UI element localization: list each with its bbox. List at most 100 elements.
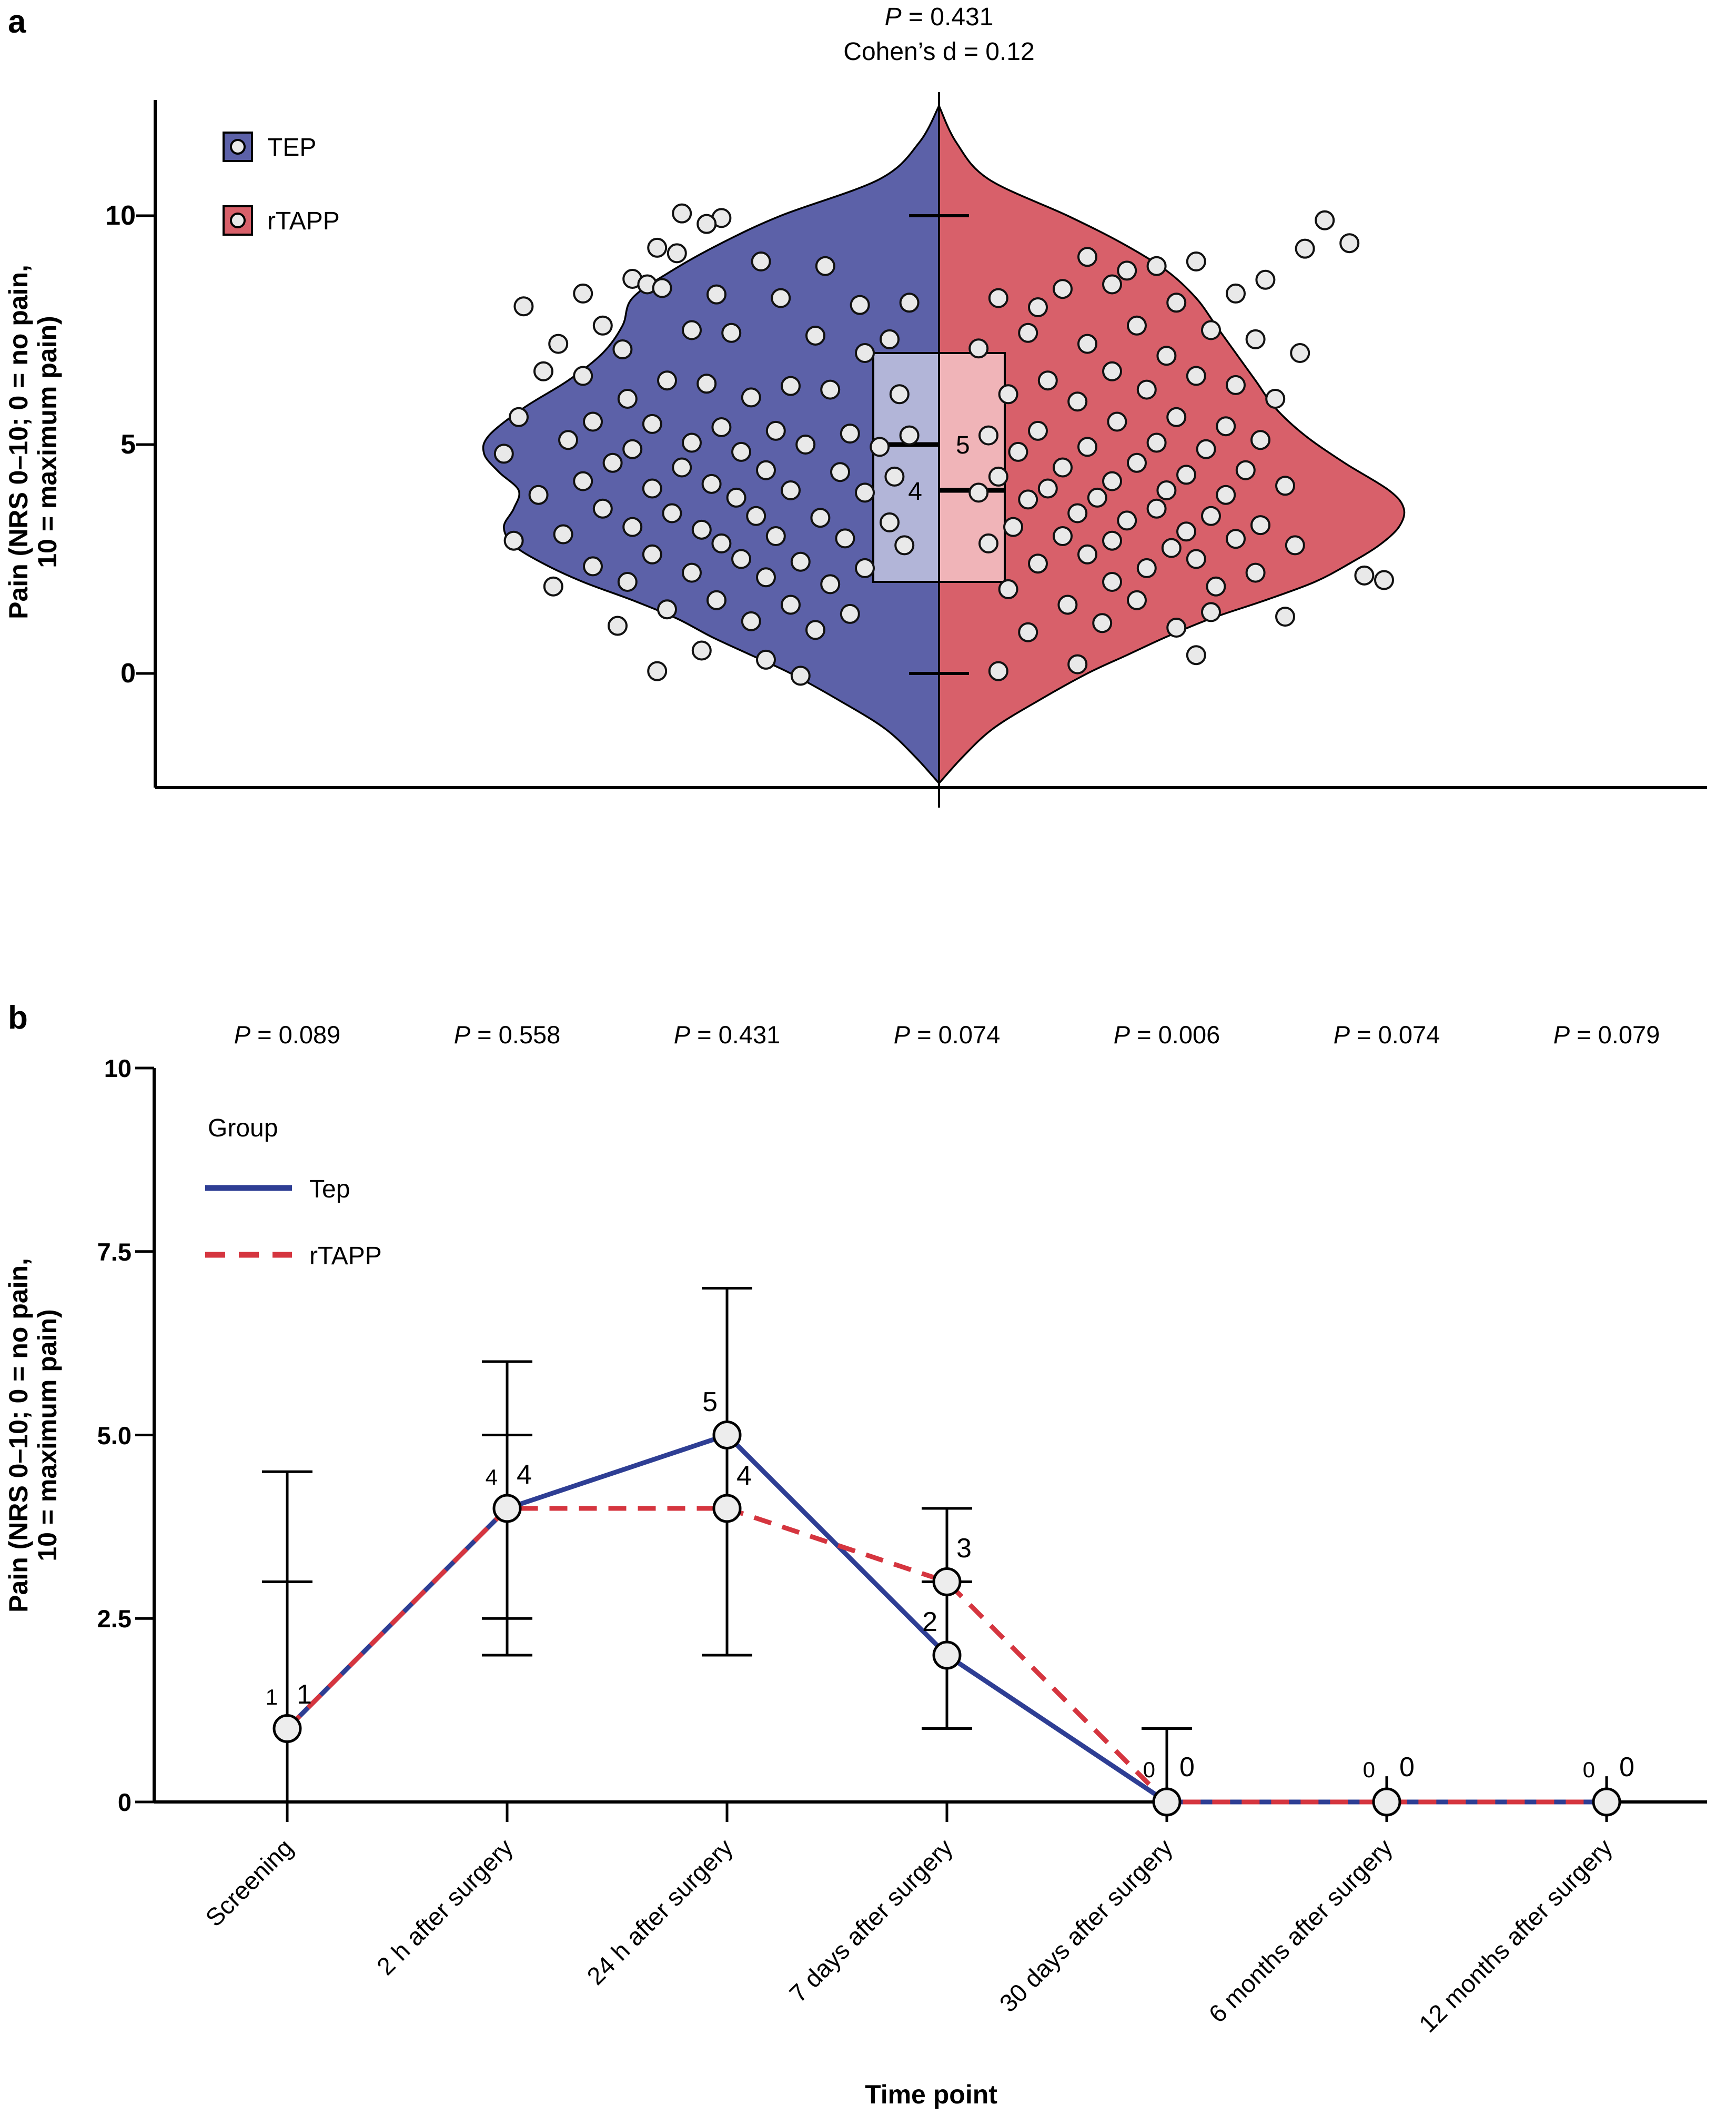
violin-rtapp (938, 105, 1406, 786)
point-label-12m-rtapp: 0 (1583, 1757, 1595, 1782)
jitter-point-rtapp (1053, 279, 1073, 299)
jitter-point-rtapp (1186, 251, 1206, 271)
jitter-point-rtapp (978, 533, 998, 553)
jitter-point-tep (756, 649, 776, 670)
jitter-point-rtapp (1275, 476, 1295, 496)
jitter-point-rtapp (1102, 361, 1122, 381)
jitter-point-tep (706, 284, 726, 305)
jitter-point-rtapp (968, 482, 989, 503)
jitter-point-tep (870, 437, 890, 457)
jitter-point-tep (756, 460, 776, 480)
jitter-point-rtapp (1087, 487, 1107, 508)
jitter-point-rtapp (1196, 439, 1216, 459)
jitter-point-tep (573, 283, 593, 304)
jitter-point-tep (840, 424, 860, 444)
jitter-point-rtapp (1226, 283, 1246, 304)
jitter-point-tep (592, 498, 613, 519)
jitter-point-tep (815, 256, 835, 276)
jitter-point-tep (771, 288, 791, 308)
jitter-point-tep (682, 320, 702, 340)
jitter-point-rtapp (1201, 602, 1221, 622)
jitter-point-tep (899, 425, 920, 446)
jitter-point-rtapp (978, 425, 998, 446)
jitter-point-rtapp (1339, 233, 1360, 254)
jitter-point-tep (533, 361, 553, 381)
jitter-point-rtapp (1008, 441, 1028, 462)
jitter-point-rtapp (1117, 510, 1137, 531)
data-point (712, 1494, 742, 1523)
jitter-point-tep (820, 379, 841, 400)
xtick-label-screening: Screening (200, 1834, 298, 1932)
jitter-point-tep (528, 485, 549, 505)
jitter-point-tep (781, 595, 801, 615)
panel-b-letter: b (8, 1000, 28, 1036)
jitter-point-rtapp (988, 661, 1008, 681)
jitter-point-rtapp (1028, 553, 1048, 574)
jitter-point-tep (503, 530, 524, 551)
jitter-point-tep (899, 293, 920, 313)
jitter-point-rtapp (1018, 489, 1038, 510)
panel-b-yaxis-title-line2: 10 = maximum pain) (33, 1309, 62, 1561)
point-label-24h-tep: 5 (702, 1387, 718, 1417)
jitter-point-tep (592, 315, 613, 336)
point-label-12m-tep: 0 (1619, 1752, 1634, 1782)
jitter-point-tep (711, 417, 732, 437)
jitter-point-tep (691, 519, 712, 540)
panel-a-ytick-10: 10 (105, 200, 136, 231)
jitter-point-rtapp (1077, 544, 1097, 565)
panel-a-yaxis-title-line1: Pain (NRS 0–10; 0 = no pain, (4, 265, 33, 619)
jitter-point-tep (583, 556, 603, 577)
jitter-point-tep (850, 295, 870, 315)
jitter-point-rtapp (1295, 238, 1315, 259)
jitter-point-tep (711, 533, 732, 553)
jitter-point-rtapp (998, 579, 1018, 599)
jitter-point-rtapp (1235, 460, 1256, 480)
jitter-point-rtapp (1053, 526, 1073, 546)
point-label-6m-rtapp: 0 (1363, 1757, 1375, 1782)
point-label-screening-tep: 1 (297, 1679, 312, 1710)
jitter-point-tep (751, 251, 771, 271)
jitter-point-rtapp (1245, 329, 1266, 349)
jitter-point-rtapp (1166, 407, 1187, 427)
panel-a-ytick-5: 5 (120, 429, 136, 460)
jitter-point-tep (657, 370, 677, 391)
legend-tep-label: TEP (267, 134, 316, 162)
jitter-point-tep (652, 278, 672, 298)
jitter-point-rtapp (1156, 346, 1177, 366)
jitter-point-tep (894, 535, 915, 556)
point-label-24h-rtapp: 4 (736, 1461, 752, 1491)
jitter-point-tep (855, 558, 875, 578)
jitter-point-rtapp (1146, 498, 1167, 519)
jitter-point-rtapp (1127, 315, 1147, 336)
data-point (712, 1421, 742, 1449)
jitter-point-tep (622, 439, 643, 459)
legend-rtapp-line-label: rTAPP (309, 1242, 382, 1270)
jitter-point-tep (741, 387, 761, 408)
jitter-point-rtapp (1077, 437, 1097, 457)
xtick-label-30d: 30 days after surgery (994, 1833, 1178, 2017)
panel-a-plot-area (136, 92, 1707, 808)
jitter-point-tep (617, 389, 638, 409)
pvalue-7d: P = 0.074 (894, 1021, 1001, 1049)
jitter-point-rtapp (1102, 572, 1122, 592)
jitter-point-rtapp (1374, 570, 1394, 590)
point-label-30d-rtapp: 0 (1143, 1757, 1155, 1782)
jitter-point-rtapp (1053, 457, 1073, 478)
pvalue-6m: P = 0.074 (1334, 1021, 1440, 1049)
jitter-point-tep (691, 640, 712, 661)
jitter-point-rtapp (1166, 618, 1187, 638)
jitter-point-rtapp (1176, 465, 1196, 485)
point-label-screening-rtapp: 1 (266, 1685, 278, 1709)
jitter-point-tep (682, 562, 702, 583)
jitter-point-rtapp (1285, 535, 1305, 556)
jitter-point-rtapp (1136, 558, 1157, 578)
panel-a-title-pvalue: P = 0.431 (885, 3, 994, 31)
jitter-point-rtapp (1102, 274, 1122, 295)
panel-b-ytick-2-5: 2.5 (97, 1605, 132, 1633)
jitter-point-rtapp (1028, 420, 1048, 441)
jitter-point-tep (543, 576, 563, 597)
jitter-point-rtapp (1250, 430, 1270, 450)
jitter-point-tep (731, 441, 751, 462)
jitter-point-tep (642, 544, 662, 565)
